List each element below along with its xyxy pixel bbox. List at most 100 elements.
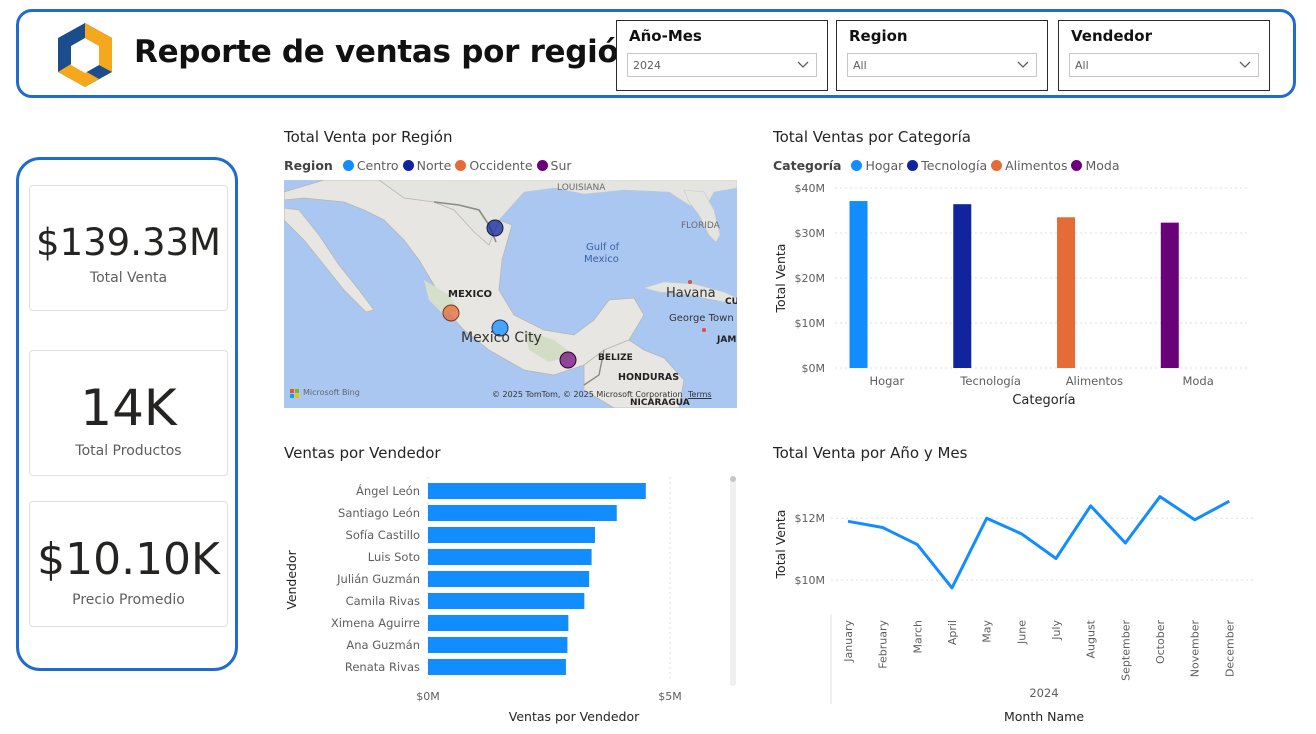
kpi-value: $10.10K [37,534,220,585]
legend-item[interactable]: Tecnología [921,158,988,173]
categoria-bar-chart[interactable]: $0M $10M $20M $30M $40M Hogar Tecnología Alimen… [765,178,1260,413]
bar-vendedor[interactable] [428,483,646,499]
bubble-centro[interactable] [491,319,509,337]
y-axis-title: Vendedor [284,549,299,609]
x-tick-label: July [1050,620,1063,641]
chevron-down-icon [1017,61,1029,68]
legend-item[interactable]: Hogar [865,158,904,173]
slicer-value: All [853,59,867,72]
mes-chart-title: Total Venta por Año y Mes [773,444,968,462]
map-label: CU [725,297,737,307]
x-tick-label: April [946,620,959,645]
legend-item[interactable]: Centro [356,158,399,173]
kpi-card-total-productos[interactable]: 14K Total Productos [29,350,228,476]
y-tick-label: $20M [795,272,826,285]
legend-item[interactable]: Moda [1085,158,1120,173]
kpi-card-precio-promedio[interactable]: $10.10K Precio Promedio [29,501,228,627]
kpi-label: Precio Promedio [72,592,185,608]
slicer-vendedor: Vendedor All [1058,20,1270,91]
legend-item[interactable]: Norte [416,158,452,173]
kpi-value: 14K [80,379,177,437]
map-label: HONDURAS [618,372,680,383]
y-tick-label: Sofía Castillo [346,528,420,542]
bar-vendedor[interactable] [428,505,617,521]
legend-dot [1071,160,1083,171]
bar-vendedor[interactable] [428,549,592,565]
bar-vendedor[interactable] [428,659,566,675]
city-dot [688,280,692,284]
bar-vendedor[interactable] [428,615,569,631]
bar-alimentos[interactable] [1057,217,1076,368]
x-tick-label: September [1119,620,1132,681]
categoria-chart-title: Total Ventas por Categoría [773,128,971,146]
mes-line-chart[interactable]: $10M $12M January February March April May June… [765,472,1260,728]
x-axis-title: Month Name [1004,709,1084,724]
x-tick-label: Hogar [869,374,904,388]
bar-vendedor[interactable] [428,527,595,543]
y-tick-label: $12M [795,512,826,525]
y-tick-label: Julián Guzmán [336,572,420,586]
x-tick-label: October [1154,620,1167,664]
vendedor-bar-chart[interactable]: Ángel León Santiago León Sofía Castillo Lui… [280,472,742,728]
x-tick-label: Moda [1182,374,1213,388]
map-canvas [284,180,737,408]
legend-dot [907,160,919,171]
bing-attribution: Microsoft Bing [303,388,360,397]
x-tick-label: June [1015,620,1028,645]
region-map[interactable]: LOUISIANA FLORIDA Gulf of Mexico Havana … [284,180,737,408]
bar-hogar[interactable] [849,201,868,368]
map-label: BELIZE [598,353,633,363]
legend-dot [342,160,354,171]
legend-item[interactable]: Alimentos [1005,158,1068,173]
x-tick-label: $0M [416,690,440,703]
slicer-value: All [1075,59,1089,72]
y-tick-label: Ana Guzmán [346,638,420,652]
slicer-dropdown[interactable]: 2024 [627,53,817,77]
chevron-down-icon [1239,61,1251,68]
bubble-norte[interactable] [486,219,504,237]
x-tick-label: Alimentos [1066,374,1123,388]
kpi-label: Total Venta [89,270,168,286]
bar-vendedor[interactable] [428,637,568,653]
bubble-sur[interactable] [559,351,577,369]
slicer-ano-mes: Año-Mes 2024 [616,20,828,91]
legend-title: Categoría [773,158,842,173]
kpi-panel: $139.33M Total Venta 14K Total Productos… [16,157,238,671]
bubble-occidente[interactable] [442,304,460,322]
map-title: Total Venta por Región [284,128,453,146]
legend-item[interactable]: Occidente [469,158,533,173]
kpi-value: $139.33M [36,221,221,264]
x-axis-title: Categoría [1012,393,1075,408]
bar-moda[interactable] [1160,222,1179,368]
bar-vendedor[interactable] [428,571,590,587]
slicer-label: Vendedor [1071,27,1152,45]
x-tick-label: May [981,620,994,643]
legend-dot [536,160,548,171]
chevron-down-icon [797,61,809,68]
y-tick-label: $10M [795,317,826,330]
map-label: George Town [669,313,734,324]
kpi-card-total-venta[interactable]: $139.33M Total Venta [29,185,228,311]
map-label: Havana [666,286,716,301]
x-tick-label: August [1085,619,1098,658]
slicer-value: 2024 [633,59,661,72]
scrollbar-thumb[interactable] [730,476,736,482]
bar-vendedor[interactable] [428,593,585,609]
terms-link[interactable]: Terms [688,390,712,399]
y-tick-label: Luis Soto [368,550,420,564]
scrollbar-track [730,476,736,686]
legend-item[interactable]: Sur [550,158,572,173]
slicer-dropdown[interactable]: All [847,53,1037,77]
slicer-label: Region [849,27,908,45]
slicer-region: Region All [836,20,1048,91]
y-tick-label: $40M [795,182,826,195]
categoria-legend: Categoría Hogar Tecnología Alimentos Mod… [773,158,1120,173]
x-tick-label: December [1223,620,1236,678]
map-label: Mexico City [461,330,542,346]
series-line[interactable] [847,495,1231,590]
bar-tecnología[interactable] [953,204,972,368]
slicer-dropdown[interactable]: All [1069,53,1259,77]
x-axis-title: Ventas por Vendedor [509,709,640,724]
map-label: NICARAGUA [630,398,690,408]
y-tick-label: Renata Rivas [345,660,420,674]
